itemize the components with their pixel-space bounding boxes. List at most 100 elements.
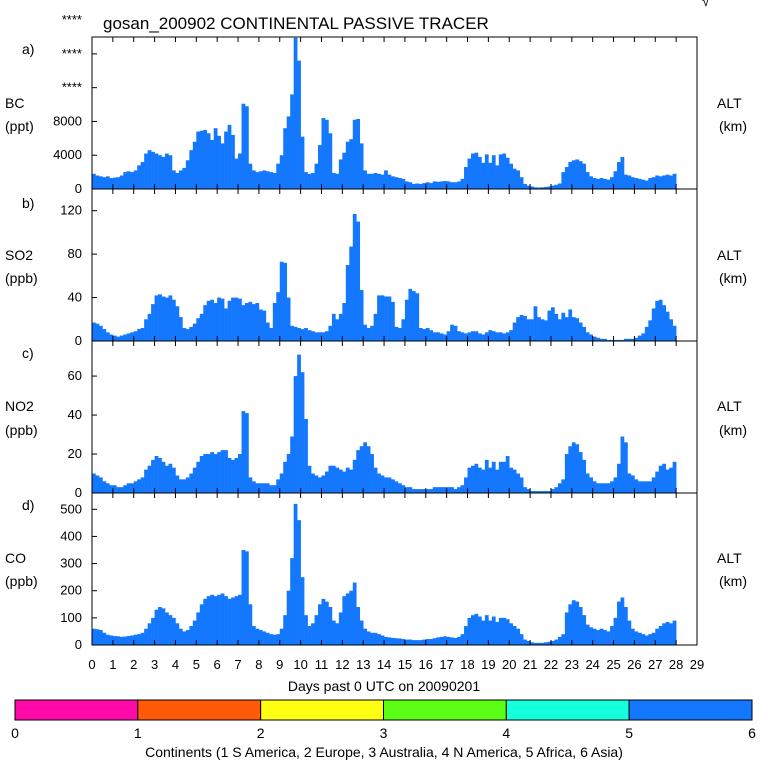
y-tick-label: 0 (75, 181, 82, 196)
bar (658, 465, 663, 493)
bar (603, 630, 607, 645)
bar (224, 131, 228, 189)
bar (307, 465, 312, 493)
bar (109, 178, 114, 189)
bar (258, 483, 263, 493)
bar (297, 520, 301, 645)
bar (126, 483, 131, 493)
bar (290, 558, 294, 645)
x-tick-label: 5 (193, 657, 200, 672)
bar (544, 491, 548, 493)
bar (589, 176, 593, 189)
bar (516, 317, 520, 341)
bar (554, 487, 559, 493)
bar (262, 310, 267, 341)
bar (366, 446, 371, 493)
bar (530, 319, 534, 341)
bar (328, 325, 333, 341)
bar (151, 459, 155, 493)
bar (672, 173, 677, 189)
bar (119, 175, 124, 189)
bar (457, 636, 461, 645)
bar (397, 178, 402, 189)
bar (272, 634, 277, 645)
bar (443, 636, 447, 645)
bar (571, 317, 576, 341)
bar (603, 483, 607, 493)
bar (547, 641, 552, 645)
bar (651, 308, 656, 341)
bar (634, 479, 639, 493)
colorbar-tick-label: 4 (502, 725, 510, 741)
bar (443, 334, 447, 341)
bar (627, 620, 632, 645)
bar (321, 598, 326, 645)
bar (505, 157, 510, 189)
bar (234, 457, 239, 493)
bar (199, 313, 204, 341)
bar (446, 636, 451, 645)
bar (464, 626, 468, 645)
bar (370, 325, 374, 341)
bar (620, 156, 625, 189)
bar (147, 313, 152, 341)
bar (561, 479, 566, 493)
bar (175, 306, 180, 341)
x-tick-label: 24 (585, 657, 599, 672)
bar (178, 317, 183, 341)
bar (279, 628, 284, 645)
bar (394, 177, 399, 189)
bar (561, 312, 566, 341)
bar (634, 178, 639, 189)
bar (596, 483, 600, 493)
bar (411, 291, 416, 341)
bar (474, 152, 479, 189)
bar (613, 171, 618, 189)
bar (331, 620, 336, 645)
bar (491, 331, 496, 341)
bar (610, 177, 614, 189)
x-tick-label: 10 (293, 657, 307, 672)
bar (356, 118, 361, 189)
bar (592, 628, 597, 645)
bar (189, 150, 194, 189)
x-tick-label: 29 (690, 657, 704, 672)
bar (206, 133, 211, 189)
bar (446, 181, 451, 189)
bar (338, 159, 343, 189)
bar (544, 642, 548, 645)
bar (477, 616, 482, 645)
y-tick-label: 300 (60, 556, 82, 571)
bar (258, 630, 263, 645)
bar (641, 634, 646, 645)
bar (363, 442, 367, 493)
bar (394, 638, 399, 645)
bar (498, 332, 503, 341)
bar (241, 103, 246, 189)
bar (238, 594, 242, 645)
bar (213, 454, 218, 493)
bar (439, 487, 444, 493)
bar (300, 136, 305, 189)
bar (231, 297, 235, 341)
bar (95, 629, 100, 645)
bar (404, 639, 409, 645)
bar (168, 295, 173, 341)
y-tick-label: 60 (68, 368, 82, 383)
bar (557, 183, 562, 189)
bar (210, 299, 214, 341)
bar (318, 477, 322, 493)
bar (564, 454, 569, 493)
bar (119, 335, 124, 341)
bar (311, 473, 315, 493)
bar (276, 292, 281, 341)
bar (158, 155, 162, 189)
bar (432, 638, 437, 645)
y-tick-label: 20 (68, 446, 82, 461)
bar (523, 639, 527, 645)
bar (630, 338, 635, 341)
bar (304, 327, 308, 341)
panel-label: c) (22, 345, 34, 361)
bar (265, 322, 270, 341)
bar (665, 174, 670, 189)
